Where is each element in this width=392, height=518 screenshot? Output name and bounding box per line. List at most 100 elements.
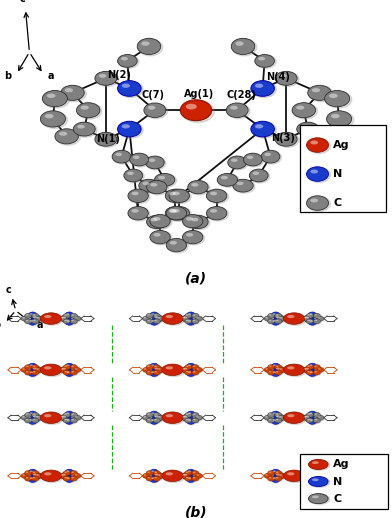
Ellipse shape (287, 366, 294, 369)
Ellipse shape (314, 418, 321, 423)
Ellipse shape (60, 473, 67, 479)
Ellipse shape (25, 476, 32, 481)
Ellipse shape (325, 91, 352, 108)
Ellipse shape (21, 415, 29, 421)
Ellipse shape (62, 86, 86, 102)
Ellipse shape (158, 176, 165, 179)
Ellipse shape (60, 414, 71, 421)
Ellipse shape (189, 215, 210, 229)
Ellipse shape (28, 469, 37, 476)
Ellipse shape (195, 473, 202, 478)
Ellipse shape (305, 316, 309, 318)
Ellipse shape (192, 319, 199, 324)
Ellipse shape (22, 416, 25, 418)
Ellipse shape (187, 418, 196, 425)
Ellipse shape (153, 412, 160, 418)
Ellipse shape (150, 469, 158, 476)
Ellipse shape (310, 320, 312, 322)
Ellipse shape (147, 413, 150, 415)
Ellipse shape (182, 367, 193, 374)
Ellipse shape (35, 316, 43, 321)
Ellipse shape (275, 472, 285, 480)
Ellipse shape (63, 418, 70, 423)
Ellipse shape (30, 419, 33, 421)
Text: N(2): N(2) (108, 70, 131, 80)
Ellipse shape (146, 477, 154, 481)
Ellipse shape (264, 415, 271, 420)
Ellipse shape (31, 472, 42, 479)
Ellipse shape (170, 241, 177, 244)
Ellipse shape (64, 365, 71, 370)
Ellipse shape (71, 419, 74, 420)
Ellipse shape (207, 207, 227, 220)
Ellipse shape (304, 368, 307, 370)
Ellipse shape (279, 135, 287, 139)
Ellipse shape (276, 72, 299, 87)
Ellipse shape (303, 315, 314, 322)
Ellipse shape (141, 41, 149, 46)
Ellipse shape (278, 316, 286, 321)
Ellipse shape (172, 192, 180, 195)
Ellipse shape (265, 474, 268, 476)
Ellipse shape (275, 365, 282, 369)
Ellipse shape (318, 474, 321, 476)
Ellipse shape (278, 415, 286, 421)
Ellipse shape (193, 477, 196, 479)
Ellipse shape (64, 370, 71, 376)
Ellipse shape (154, 316, 158, 318)
Ellipse shape (193, 371, 196, 372)
Ellipse shape (313, 471, 320, 476)
Ellipse shape (271, 312, 280, 319)
Ellipse shape (292, 103, 316, 118)
Ellipse shape (153, 367, 164, 374)
Ellipse shape (196, 368, 199, 370)
Ellipse shape (186, 217, 193, 221)
Ellipse shape (278, 473, 285, 478)
Ellipse shape (28, 411, 37, 418)
Ellipse shape (207, 207, 229, 221)
Ellipse shape (306, 476, 313, 481)
Ellipse shape (317, 367, 324, 372)
Ellipse shape (170, 190, 191, 204)
Ellipse shape (306, 471, 313, 476)
Ellipse shape (207, 190, 229, 204)
Ellipse shape (276, 133, 299, 148)
Ellipse shape (184, 473, 187, 476)
Ellipse shape (47, 94, 56, 98)
Text: Ag: Ag (333, 140, 350, 150)
Ellipse shape (146, 471, 153, 476)
Ellipse shape (75, 474, 78, 476)
Ellipse shape (21, 415, 28, 420)
Ellipse shape (29, 476, 38, 483)
Ellipse shape (153, 315, 164, 323)
Ellipse shape (271, 476, 280, 482)
Ellipse shape (26, 320, 28, 321)
Ellipse shape (25, 319, 32, 324)
Ellipse shape (147, 180, 167, 194)
Ellipse shape (64, 371, 67, 372)
Ellipse shape (154, 471, 157, 473)
Ellipse shape (64, 366, 67, 367)
Ellipse shape (169, 192, 176, 195)
Ellipse shape (309, 469, 317, 476)
Ellipse shape (64, 419, 67, 420)
Ellipse shape (65, 476, 74, 483)
Ellipse shape (153, 315, 163, 322)
Ellipse shape (147, 314, 150, 315)
Ellipse shape (150, 476, 158, 482)
Ellipse shape (273, 470, 276, 472)
Ellipse shape (61, 472, 72, 480)
Ellipse shape (186, 320, 189, 321)
Ellipse shape (41, 365, 64, 377)
Ellipse shape (186, 413, 189, 415)
Ellipse shape (170, 209, 177, 213)
Ellipse shape (309, 370, 317, 377)
Ellipse shape (65, 411, 74, 418)
Ellipse shape (150, 319, 158, 325)
Ellipse shape (63, 365, 70, 369)
Ellipse shape (325, 91, 350, 107)
Ellipse shape (193, 413, 196, 415)
Ellipse shape (162, 313, 183, 324)
Ellipse shape (75, 368, 78, 370)
Ellipse shape (70, 370, 77, 375)
